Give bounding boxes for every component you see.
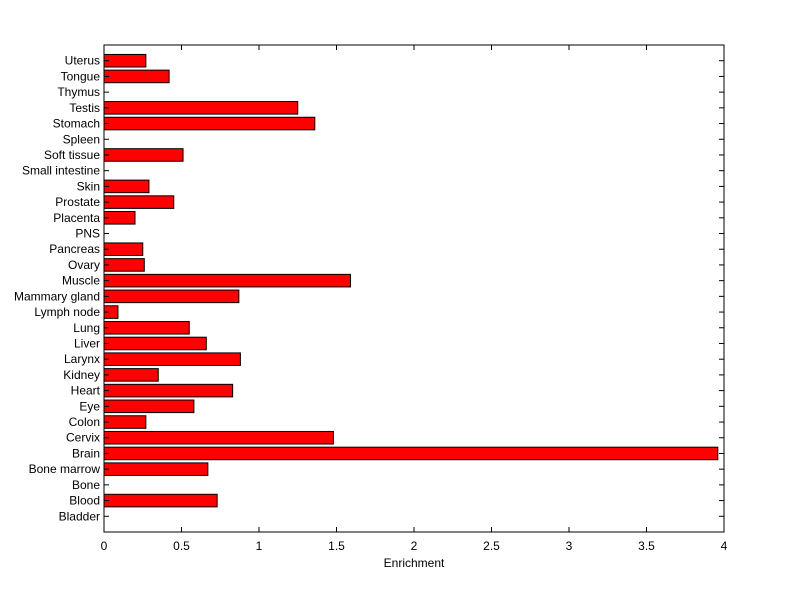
y-tick-label-kidney: Kidney xyxy=(63,368,100,382)
y-tick-label-stomach: Stomach xyxy=(53,117,100,131)
x-tick-label-2: 1 xyxy=(256,539,263,553)
x-tick-label-6: 3 xyxy=(566,539,573,553)
y-tick-label-prostate: Prostate xyxy=(55,195,100,209)
bar-eye xyxy=(103,399,195,414)
bar-pancreas xyxy=(103,242,144,257)
bar-skin xyxy=(103,179,150,194)
y-tick-label-skin: Skin xyxy=(77,179,100,193)
x-tick-label-1: 0.5 xyxy=(173,539,190,553)
y-tick-label-uterus: Uterus xyxy=(65,54,100,68)
y-tick-label-liver: Liver xyxy=(74,336,100,350)
x-tick-label-8: 4 xyxy=(721,539,728,553)
bar-lung xyxy=(103,320,190,335)
y-tick-label-tongue: Tongue xyxy=(61,69,101,83)
bar-ovary xyxy=(103,258,145,272)
y-tick-label-testis: Testis xyxy=(69,101,100,115)
y-tick-label-mammary-gland: Mammary gland xyxy=(14,289,100,303)
y-tick-label-ovary: Ovary xyxy=(68,258,100,272)
x-tick-label-5: 2.5 xyxy=(483,539,500,553)
y-tick-label-pancreas: Pancreas xyxy=(49,242,100,256)
bar-cervix xyxy=(103,430,334,445)
bar-blood xyxy=(103,493,218,508)
bar-heart xyxy=(103,383,234,398)
bar-stomach xyxy=(103,116,316,131)
y-tick-label-eye: Eye xyxy=(79,399,100,413)
bar-kidney xyxy=(103,368,159,382)
x-tick-label-7: 3.5 xyxy=(638,539,655,553)
bar-prostate xyxy=(103,195,175,209)
bar-muscle xyxy=(103,273,351,288)
y-tick-label-colon: Colon xyxy=(69,415,100,429)
y-tick-label-muscle: Muscle xyxy=(62,274,100,288)
x-tick-label-3: 1.5 xyxy=(328,539,345,553)
bar-bone-marrow xyxy=(103,462,209,476)
y-tick-label-blood: Blood xyxy=(69,494,100,508)
y-tick-label-bladder: Bladder xyxy=(59,509,100,523)
y-tick-label-thymus: Thymus xyxy=(57,85,100,99)
y-tick-label-small-intestine: Small intestine xyxy=(22,164,100,178)
y-tick-label-placenta: Placenta xyxy=(53,211,100,225)
bar-mammary-gland xyxy=(103,289,240,304)
y-tick-label-heart: Heart xyxy=(71,384,101,398)
bar-tongue xyxy=(103,69,170,84)
x-tick-label-4: 2 xyxy=(411,539,418,553)
x-axis-label: Enrichment xyxy=(384,556,445,570)
y-tick-label-soft-tissue: Soft tissue xyxy=(44,148,100,162)
x-tick-label-0: 0 xyxy=(101,539,108,553)
bar-larynx xyxy=(103,352,241,366)
bar-soft-tissue xyxy=(103,148,184,162)
bar-testis xyxy=(103,101,299,115)
y-tick-label-lung: Lung xyxy=(73,321,100,335)
bar-uterus xyxy=(103,53,147,68)
y-tick-label-larynx: Larynx xyxy=(64,352,100,366)
plot-frame xyxy=(103,44,725,533)
bar-colon xyxy=(103,415,147,429)
bar-liver xyxy=(103,336,207,351)
y-tick-label-bone-marrow: Bone marrow xyxy=(29,462,101,476)
y-tick-label-bone: Bone xyxy=(72,478,100,492)
bar-brain xyxy=(103,446,719,461)
x-ticks-group: 0 0.5 1 1.5 2 2.5 3 3.5 4 xyxy=(101,45,728,553)
y-tick-label-pns: PNS xyxy=(75,227,100,241)
y-tick-label-lymph-node: Lymph node xyxy=(34,305,100,319)
y-tick-label-brain: Brain xyxy=(72,446,100,460)
y-tick-label-cervix: Cervix xyxy=(66,431,100,445)
y-tick-label-spleen: Spleen xyxy=(63,132,100,146)
